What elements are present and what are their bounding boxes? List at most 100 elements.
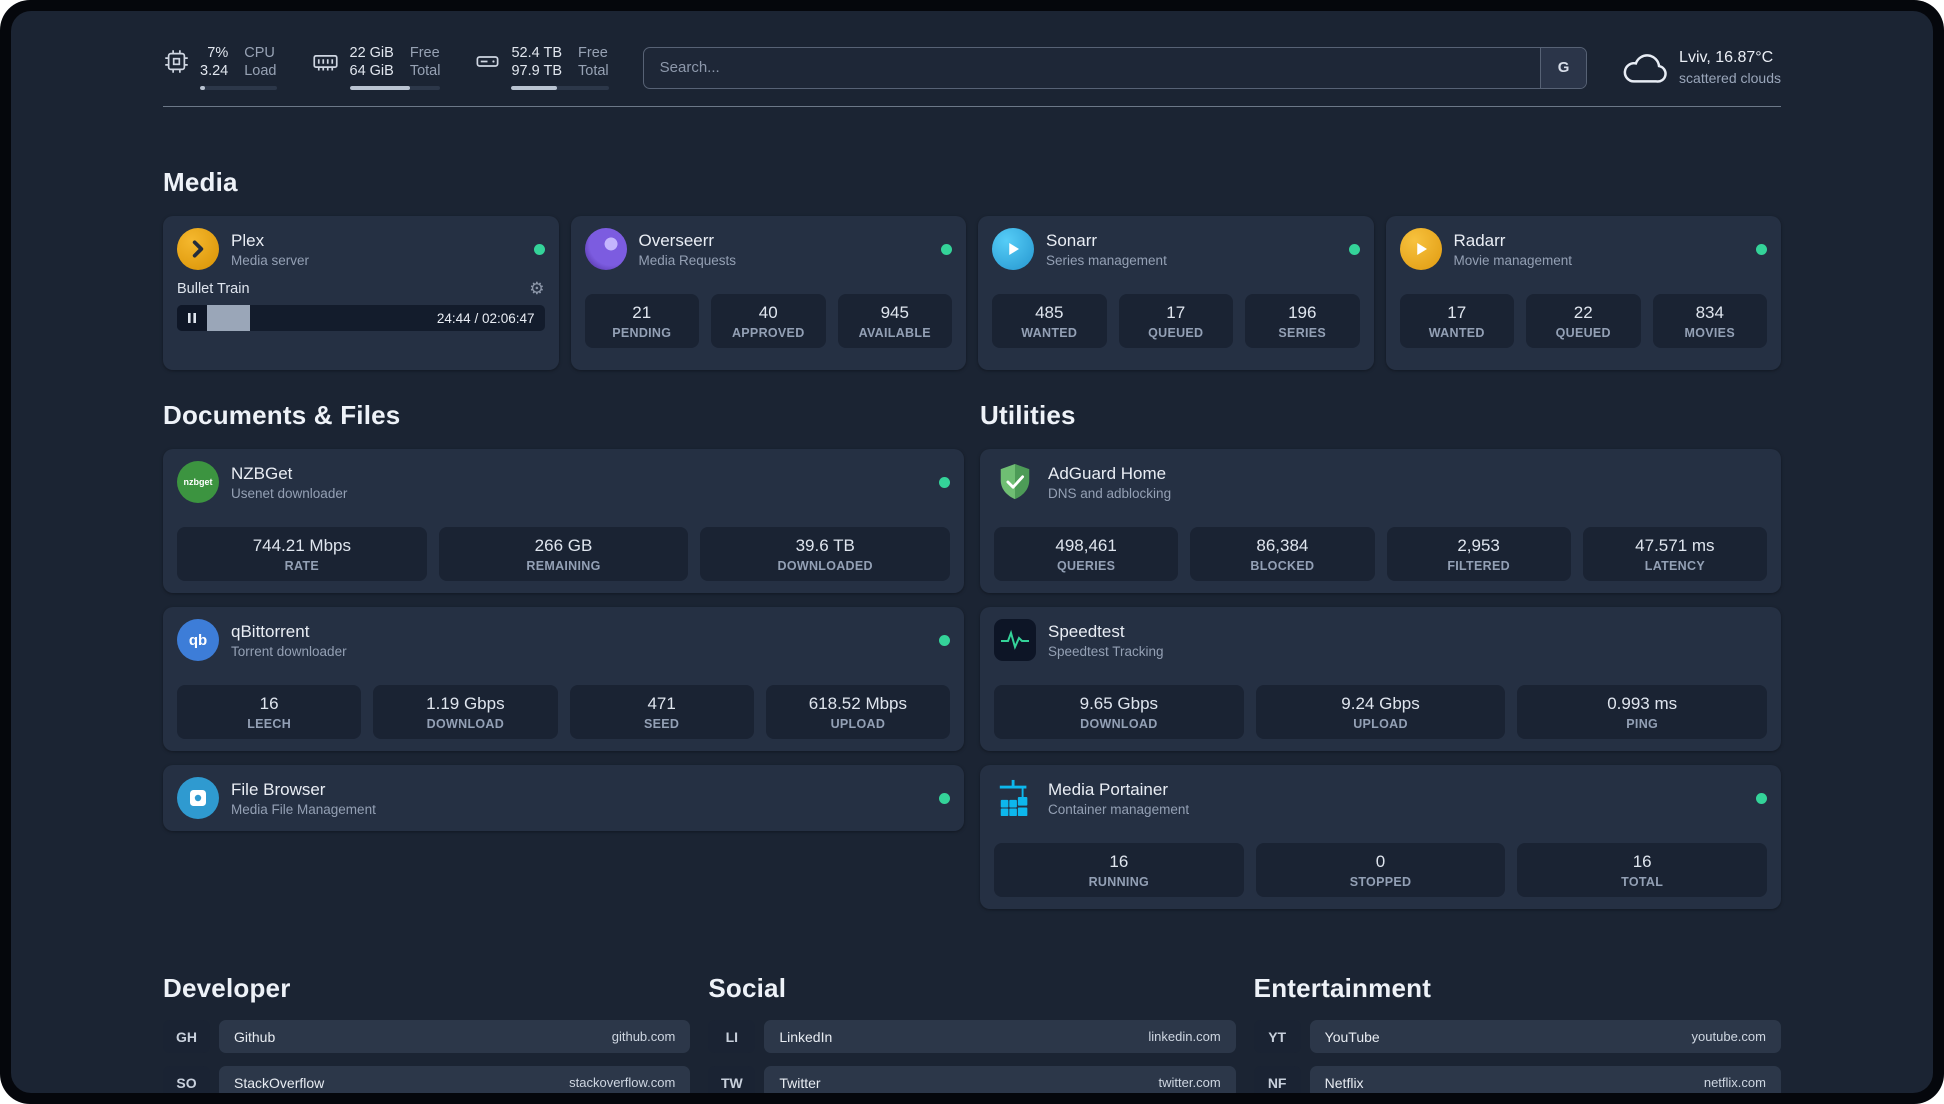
service-card-overseerr[interactable]: Overseerr Media Requests 21 PENDING 40 A… (570, 216, 966, 370)
service-card-filebrowser[interactable]: File Browser Media File Management (163, 765, 964, 831)
cpu-usage-bar (200, 86, 277, 90)
search-input[interactable] (643, 47, 1541, 88)
filebrowser-icon (177, 777, 219, 819)
bookmark-name: Netflix (1324, 1074, 1364, 1091)
stat-wanted: 17 WANTED (1399, 294, 1514, 348)
memory-usage-bar (349, 86, 441, 90)
bookmark-domain: stackoverflow.com (569, 1075, 676, 1090)
memory-icon (311, 48, 340, 75)
adguard-icon (994, 461, 1036, 503)
service-subtitle: Speedtest Tracking (1048, 643, 1164, 659)
status-dot (939, 634, 950, 646)
service-card-qbittorrent[interactable]: qb qBittorrent Torrent downloader 16 LEE… (163, 607, 964, 751)
stat-remaining: 266 GB REMAINING (438, 527, 689, 581)
bookmark-group-social: Social LI LinkedIn linkedin.com TW Twitt… (708, 973, 1236, 1093)
stat-queued: 22 QUEUED (1526, 294, 1641, 348)
cpu-load-value: 3.24 (200, 63, 229, 79)
pause-button[interactable] (177, 305, 207, 331)
bookmark-domain: netflix.com (1703, 1075, 1766, 1090)
stat-latency: 47.571 ms LATENCY (1582, 527, 1767, 581)
dashboard: 7% CPU 3.24 Load 22 GiB Free 6 (11, 11, 1933, 1093)
service-subtitle: Movie management (1453, 252, 1573, 268)
weather-widget: Lviv, 16.87°C scattered clouds (1621, 49, 1781, 86)
service-subtitle: Media server (231, 252, 310, 268)
search-provider-button[interactable]: G (1540, 47, 1587, 88)
status-dot (941, 243, 952, 255)
bookmark-linkedin[interactable]: LI LinkedIn linkedin.com (708, 1020, 1236, 1053)
stat-queued: 17 QUEUED (1118, 294, 1233, 348)
bookmark-group-developer: Developer GH Github github.com SO StackO… (163, 973, 691, 1093)
service-subtitle: Media Requests (638, 252, 737, 268)
service-card-plex[interactable]: Plex Media server Bullet Train ⚙ (163, 216, 559, 370)
service-subtitle: DNS and adblocking (1048, 485, 1172, 501)
bookmark-netflix[interactable]: NF Netflix netflix.com (1253, 1066, 1781, 1093)
utilities-column: Utilities AdGuard Home (980, 400, 1781, 909)
qbittorrent-icon: qb (177, 619, 219, 661)
bookmark-name: Github (234, 1028, 276, 1045)
status-dot (1756, 243, 1767, 255)
bookmark-group-entertainment: Entertainment YT YouTube youtube.com NF … (1253, 973, 1781, 1093)
service-name: Media Portainer (1048, 779, 1169, 799)
stat-seed: 471 SEED (569, 685, 754, 739)
section-title-documents: Documents & Files (163, 400, 401, 430)
bookmark-twitter[interactable]: TW Twitter twitter.com (708, 1066, 1236, 1093)
stat-approved: 40 APPROVED (711, 294, 826, 348)
cloud-icon (1621, 51, 1667, 85)
bookmark-domain: twitter.com (1158, 1075, 1221, 1090)
gear-icon[interactable]: ⚙ (529, 279, 545, 298)
playback-time: 24:44 / 02:06:47 (436, 310, 535, 326)
bookmark-domain: youtube.com (1691, 1029, 1766, 1044)
disk-free-value: 52.4 TB (511, 45, 563, 61)
section-title-social: Social (708, 973, 787, 1003)
speedtest-icon (994, 619, 1036, 661)
service-name: Overseerr (638, 230, 715, 250)
playback-progress-bar[interactable] (207, 305, 427, 331)
cpu-widget: 7% CPU 3.24 Load (163, 45, 277, 90)
service-subtitle: Series management (1046, 252, 1167, 268)
section-title-entertainment: Entertainment (1253, 973, 1432, 1003)
memory-total-value: 64 GiB (349, 63, 394, 79)
stat-rate: 744.21 Mbps RATE (177, 527, 427, 581)
stat-queries: 498,461 QUERIES (994, 527, 1179, 581)
section-title-utilities: Utilities (980, 400, 1076, 430)
bookmark-github[interactable]: GH Github github.com (163, 1020, 691, 1053)
stat-downloaded: 39.6 TB DOWNLOADED (700, 527, 951, 581)
service-card-radarr[interactable]: Radarr Movie management 17 WANTED 22 QUE… (1385, 216, 1781, 370)
resource-widgets: 7% CPU 3.24 Load 22 GiB Free 6 (163, 45, 609, 90)
memory-free-label: Free (409, 45, 440, 61)
service-card-speedtest[interactable]: Speedtest Speedtest Tracking 9.65 Gbps D… (980, 607, 1781, 751)
status-dot (939, 792, 950, 804)
bookmark-youtube[interactable]: YT YouTube youtube.com (1253, 1020, 1781, 1053)
section-title-media: Media (163, 167, 238, 197)
stat-running: 16 RUNNING (994, 843, 1244, 897)
bookmark-stackoverflow[interactable]: SO StackOverflow stackoverflow.com (163, 1066, 691, 1093)
bookmark-domain: linkedin.com (1148, 1029, 1221, 1044)
search-bar: G (642, 46, 1588, 89)
documents-column: Documents & Files nzbget NZBGet Usenet d… (163, 400, 964, 831)
service-card-nzbget[interactable]: nzbget NZBGet Usenet downloader 744.21 M… (163, 449, 964, 593)
stat-available: 945 AVAILABLE (837, 294, 952, 348)
service-card-sonarr[interactable]: Sonarr Series management 485 WANTED 17 Q… (978, 216, 1374, 370)
disk-total-value: 97.9 TB (511, 63, 563, 79)
service-card-portainer[interactable]: Media Portainer Container management 16 … (980, 765, 1781, 909)
bookmark-name: Twitter (779, 1074, 821, 1091)
bookmark-name: YouTube (1324, 1028, 1380, 1045)
radarr-icon (1399, 228, 1442, 270)
weather-location: Lviv, 16.87°C (1679, 49, 1774, 66)
header-divider (163, 106, 1781, 107)
cpu-icon (163, 48, 190, 75)
memory-widget: 22 GiB Free 64 GiB Total (311, 45, 441, 90)
service-subtitle: Container management (1048, 801, 1190, 817)
stat-download: 9.65 Gbps DOWNLOAD (994, 685, 1244, 739)
service-name: Sonarr (1046, 230, 1098, 250)
service-subtitle: Torrent downloader (231, 643, 347, 659)
disk-total-label: Total (578, 63, 609, 79)
memory-total-label: Total (409, 63, 441, 79)
status-dot (1756, 792, 1767, 804)
bookmark-abbr: SO (163, 1066, 210, 1093)
service-card-adguard[interactable]: AdGuard Home DNS and adblocking 498,461 … (980, 449, 1781, 593)
stat-series: 196 SERIES (1245, 294, 1360, 348)
disk-widget: 52.4 TB Free 97.9 TB Total (474, 45, 609, 90)
bookmark-domain: github.com (611, 1029, 676, 1044)
